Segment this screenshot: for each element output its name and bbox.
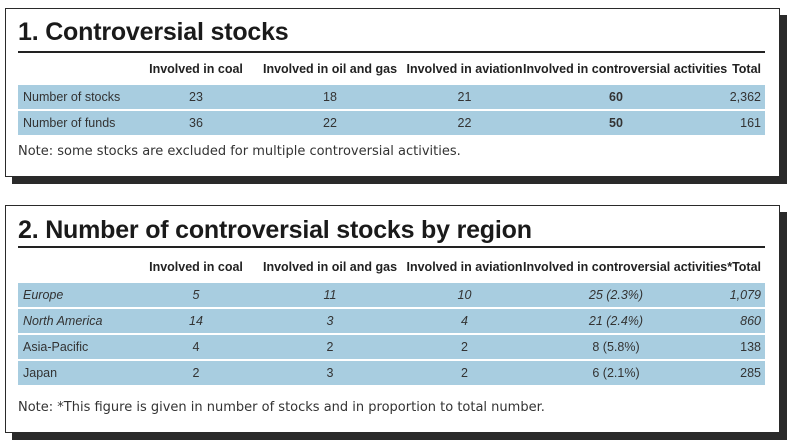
table2-header-controversial: Involved in controversial activities* [523, 260, 733, 274]
table1-header-aviation: Involved in aviation [406, 62, 523, 76]
table1-header-coal: Involved in coal [149, 62, 243, 76]
cell-oilgas: 11 [254, 281, 406, 308]
table2-header-empty [18, 253, 138, 282]
cell-total: 860 [709, 307, 765, 334]
table1: Involved in coal Involved in oil and gas… [18, 55, 765, 135]
cell-oilgas: 22 [254, 109, 406, 135]
table2-note: Note: *This figure is given in number of… [18, 400, 545, 415]
table1-header-oilgas: Involved in oil and gas [262, 62, 398, 76]
row-label: Europe [18, 281, 138, 308]
controversial-stocks-panel: 1. Controversial stocks Involved in coal… [5, 8, 780, 177]
table2-header-oilgas: Involved in oil and gas [262, 260, 398, 274]
table1-title-rule [18, 51, 765, 53]
cell-aviation: 2 [406, 359, 523, 385]
cell-controversial: 60 [523, 83, 709, 110]
table-row: Europe 5 11 10 25 (2.3%) 1,079 [18, 281, 765, 308]
table2-header-coal: Involved in coal [149, 260, 243, 274]
cell-coal: 2 [138, 359, 254, 385]
table-row: Number of funds 36 22 22 50 161 [18, 109, 765, 135]
cell-aviation: 4 [406, 307, 523, 334]
cell-oilgas: 3 [254, 359, 406, 385]
table-row: Asia-Pacific 4 2 2 8 (5.8%) 138 [18, 333, 765, 360]
table1-header-controversial: Involved in controversial activities [523, 62, 728, 76]
row-label: North America [18, 307, 138, 334]
table1-title: 1. Controversial stocks [18, 18, 289, 46]
controversial-stocks-by-region-panel: 2. Number of controversial stocks by reg… [5, 205, 780, 433]
table1-header-row: Involved in coal Involved in oil and gas… [18, 55, 765, 84]
table2-header-total: Total [732, 260, 761, 274]
cell-oilgas: 3 [254, 307, 406, 334]
cell-total: 1,079 [709, 281, 765, 308]
table-row: Japan 2 3 2 6 (2.1%) 285 [18, 359, 765, 385]
table1-header-empty [18, 55, 138, 84]
table2-title: 2. Number of controversial stocks by reg… [18, 216, 532, 244]
cell-aviation: 2 [406, 333, 523, 360]
cell-aviation: 10 [406, 281, 523, 308]
cell-coal: 23 [138, 83, 254, 110]
row-label: Number of stocks [18, 83, 138, 110]
cell-coal: 5 [138, 281, 254, 308]
cell-coal: 14 [138, 307, 254, 334]
cell-aviation: 22 [406, 109, 523, 135]
cell-oilgas: 2 [254, 333, 406, 360]
row-label: Asia-Pacific [18, 333, 138, 360]
row-label: Number of funds [18, 109, 138, 135]
cell-total: 138 [709, 333, 765, 360]
table2: Involved in coal Involved in oil and gas… [18, 253, 765, 385]
cell-coal: 36 [138, 109, 254, 135]
cell-controversial: 50 [523, 109, 709, 135]
cell-total: 161 [709, 109, 765, 135]
table1-header-total: Total [732, 62, 761, 76]
table2-title-rule [18, 246, 765, 248]
cell-controversial: 21 (2.4%) [523, 307, 709, 334]
cell-controversial: 6 (2.1%) [523, 359, 709, 385]
table-row: Number of stocks 23 18 21 60 2,362 [18, 83, 765, 110]
cell-total: 285 [709, 359, 765, 385]
table-row: North America 14 3 4 21 (2.4%) 860 [18, 307, 765, 334]
table2-header-row: Involved in coal Involved in oil and gas… [18, 253, 765, 282]
row-label: Japan [18, 359, 138, 385]
table2-header-aviation: Involved in aviation [406, 260, 523, 274]
table1-note: Note: some stocks are excluded for multi… [18, 144, 461, 159]
cell-oilgas: 18 [254, 83, 406, 110]
cell-controversial: 25 (2.3%) [523, 281, 709, 308]
cell-total: 2,362 [709, 83, 765, 110]
cell-coal: 4 [138, 333, 254, 360]
cell-aviation: 21 [406, 83, 523, 110]
cell-controversial: 8 (5.8%) [523, 333, 709, 360]
